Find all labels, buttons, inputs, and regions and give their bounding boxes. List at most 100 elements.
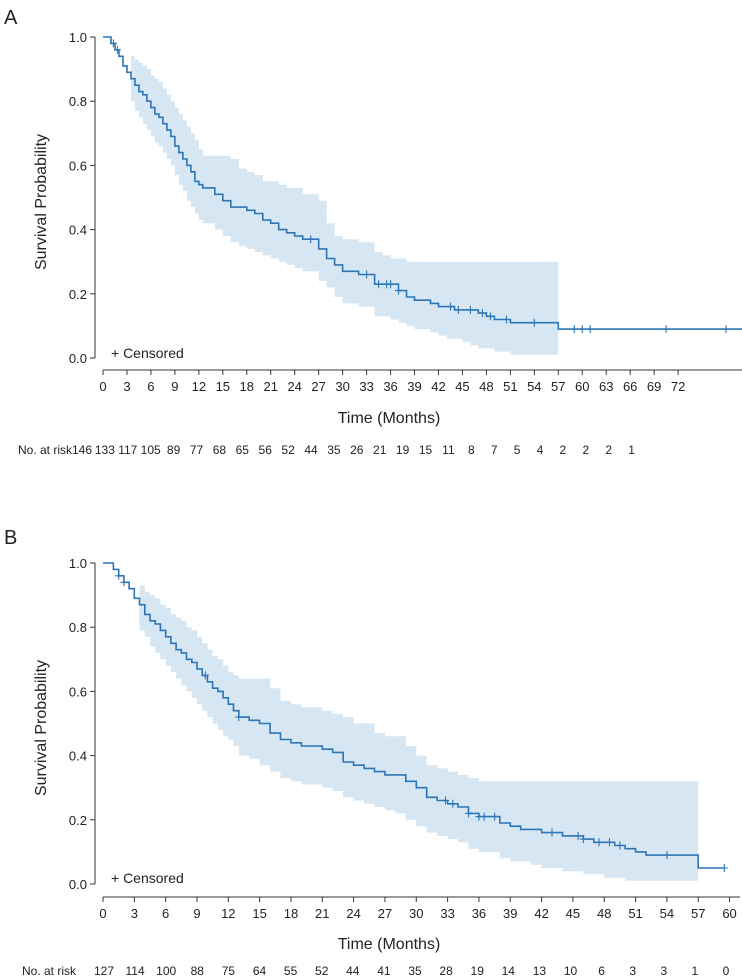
panel-a-at-risk-count: 26 xyxy=(350,443,364,457)
panel-a-at-risk-count: 56 xyxy=(259,443,273,457)
panel-a-at-risk-count: 133 xyxy=(95,443,115,457)
panel-b-at-risk-count: 0 xyxy=(723,964,730,978)
panel-a-label: A xyxy=(4,7,18,29)
panel-b-x-tick-label: 0 xyxy=(99,906,106,921)
panel-a-x-tick-label: 15 xyxy=(216,379,230,394)
panel-b-at-risk-count: 3 xyxy=(629,964,636,978)
panel-b-x-tick-label: 51 xyxy=(628,906,642,921)
panel-b-at-risk-count: 28 xyxy=(439,964,453,978)
panel-b-x-tick-label: 39 xyxy=(503,906,517,921)
panel-b-x-tick-label: 48 xyxy=(597,906,611,921)
panel-a-at-risk-count: 8 xyxy=(468,443,475,457)
panel-b-censor-mark xyxy=(442,796,449,805)
panel-a-censor-mark xyxy=(578,325,586,334)
panel-b-x-tick-label: 54 xyxy=(660,906,674,921)
panel-a-at-risk-count: 52 xyxy=(281,443,295,457)
panel-b-at-risk-count: 10 xyxy=(564,964,578,978)
panel-a-censor-mark xyxy=(363,270,371,279)
panel-b-y-axis-label: Survival Probability xyxy=(33,660,50,796)
panel-a-x-tick-label: 57 xyxy=(551,379,565,394)
panel-b-x-tick-label: 6 xyxy=(162,906,169,921)
panel-b-at-risk-count: 114 xyxy=(126,964,145,978)
panel-b-censor-mark xyxy=(720,864,728,872)
panel-b-y-tick-label: 0.2 xyxy=(69,813,87,828)
panel-a-at-risk-count: 2 xyxy=(560,443,567,457)
panel-a-at-risk-count: 7 xyxy=(491,443,498,457)
panel-a-censor-mark xyxy=(387,280,395,289)
panel-a-y-axis-label: Survival Probability xyxy=(33,134,50,270)
panel-a-x-tick-label: 72 xyxy=(671,379,685,394)
panel-b-x-tick-label: 21 xyxy=(315,906,329,921)
panel-a-at-risk-count: 65 xyxy=(236,443,250,457)
panel-b-at-risk-count: 3 xyxy=(660,964,667,978)
panel-a-x-tick-label: 69 xyxy=(647,379,661,394)
panel-b-censor-mark xyxy=(120,578,128,587)
panel-b-y-tick-label: 1.0 xyxy=(69,556,87,571)
panel-a-x-tick-label: 18 xyxy=(240,379,254,394)
panel-a-censor-mark xyxy=(570,325,578,334)
panel-b-at-risk-count: 19 xyxy=(471,964,485,978)
panel-a-censor-mark xyxy=(486,312,494,321)
panel-a-confidence-band xyxy=(103,37,742,355)
panel-a-at-risk-count: 5 xyxy=(514,443,521,457)
panel-a-x-tick-label: 45 xyxy=(455,379,469,394)
panel-b-x-tick-label: 3 xyxy=(131,906,138,921)
panel-b-at-risk-count: 55 xyxy=(284,964,298,978)
panel-a-at-risk-count: 15 xyxy=(419,443,433,457)
panel-a: A Survival Probability Time (Months) + C… xyxy=(4,7,742,457)
panel-a-censored-legend: + Censored xyxy=(111,345,184,361)
panel-a-x-tick-label: 33 xyxy=(359,379,373,394)
panel-a-x-tick-label: 9 xyxy=(171,379,178,394)
panel-b-x-tick-label: 42 xyxy=(534,906,548,921)
panel-b-at-risk-count: 100 xyxy=(156,964,176,978)
panel-b-censored-legend: + Censored xyxy=(111,870,184,886)
panel-b-censor-mark xyxy=(606,838,613,847)
panel-b-censor-mark xyxy=(491,812,499,821)
panel-a-censor-mark xyxy=(109,39,117,48)
panel-a-survival-line xyxy=(103,36,742,330)
panel-b-y-tick-label: 0.8 xyxy=(69,620,87,635)
panel-b-at-risk-count: 13 xyxy=(533,964,547,978)
panel-b-at-risk-count: 35 xyxy=(408,964,422,978)
panel-a-x-tick-label: 66 xyxy=(623,379,637,394)
panel-b-x-tick-label: 60 xyxy=(722,906,736,921)
panel-a-x-tick-label: 63 xyxy=(599,379,613,394)
panel-b-x-tick-label: 45 xyxy=(566,906,580,921)
panel-b-y-tick-label: 0.4 xyxy=(69,749,87,764)
panel-a-x-tick-label: 48 xyxy=(479,379,493,394)
panel-a-x-tick-label: 30 xyxy=(335,379,349,394)
panel-a-at-risk-count: 117 xyxy=(118,443,137,457)
panel-a-at-risk-count: 19 xyxy=(396,443,410,457)
panel-a-x-tick-label: 0 xyxy=(99,379,106,394)
panel-b-censor-mark xyxy=(201,671,209,680)
panel-b-y-tick-label: 0.0 xyxy=(69,877,87,892)
panel-a-censor-mark xyxy=(662,325,670,334)
panel-b-at-risk-count: 88 xyxy=(191,964,205,978)
panel-a-x-tick-label: 6 xyxy=(147,379,154,394)
panel-a-x-tick-label: 42 xyxy=(431,379,445,394)
panel-b-x-tick-label: 30 xyxy=(409,906,423,921)
panel-a-y-tick-label: 0.8 xyxy=(69,94,87,109)
panel-a-x-tick-label: 39 xyxy=(407,379,421,394)
panel-b-censor-mark xyxy=(548,828,556,837)
panel-b-x-tick-label: 12 xyxy=(221,906,235,921)
panel-b-x-tick-label: 15 xyxy=(252,906,266,921)
panel-b-x-tick-label: 27 xyxy=(378,906,392,921)
panel-b-label: B xyxy=(4,527,17,549)
panel-a-x-axis-label: Time (Months) xyxy=(338,410,441,427)
panel-b-y-tick-label: 0.6 xyxy=(69,684,87,699)
panel-a-censor-mark xyxy=(395,286,402,295)
panel-b-censor-mark xyxy=(616,841,624,850)
panel-b-x-axis-label: Time (Months) xyxy=(338,936,441,953)
panel-a-censor-mark xyxy=(586,325,594,334)
panel-a-at-risk-count: 1 xyxy=(628,443,635,457)
panel-a-x-tick-label: 12 xyxy=(192,379,206,394)
panel-a-x-tick-label: 21 xyxy=(264,379,278,394)
panel-b: B Survival Probability Time (Months) + C… xyxy=(4,527,740,978)
panel-b-censor-mark xyxy=(115,571,123,580)
panel-a-censor-mark xyxy=(530,318,538,327)
panel-a-at-risk-count: 68 xyxy=(213,443,227,457)
panel-a-censor-mark xyxy=(113,45,121,54)
panel-b-at-risk-count: 44 xyxy=(346,964,360,978)
panel-a-at-risk-count: 44 xyxy=(304,443,318,457)
